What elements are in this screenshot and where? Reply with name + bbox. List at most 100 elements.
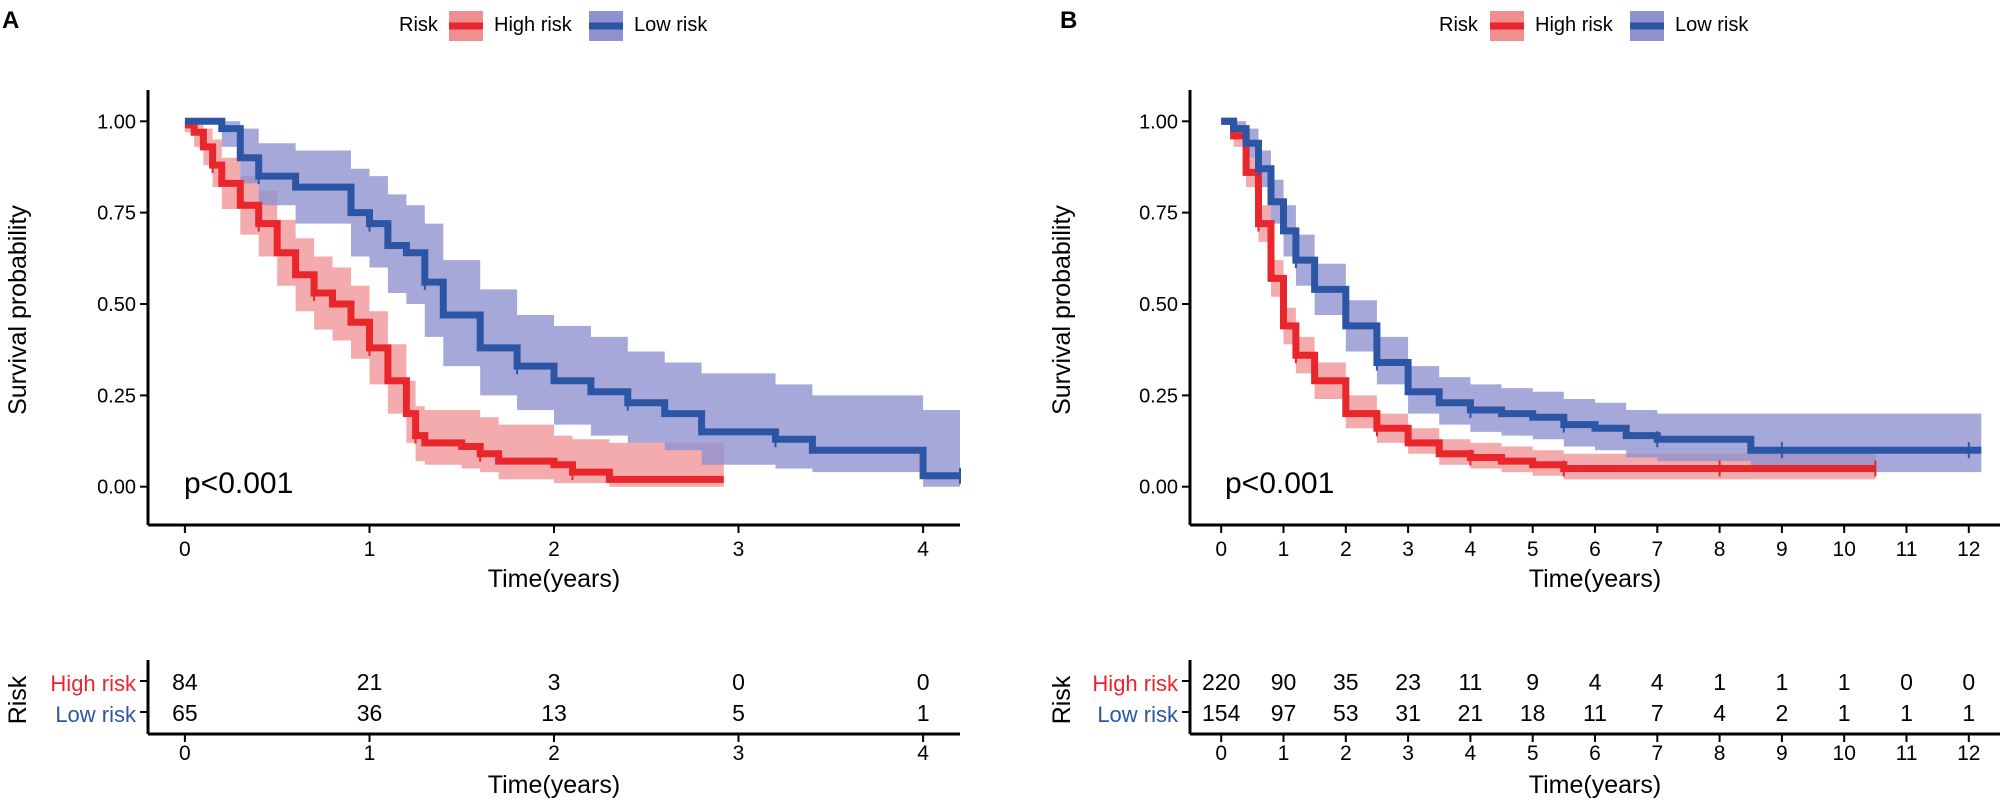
risk-count-high-b: 1 — [1713, 669, 1726, 695]
x-tick-label-b: 4 — [1465, 538, 1477, 561]
risk-count-high-a: 21 — [357, 669, 383, 695]
risk-count-high-b: 35 — [1333, 669, 1359, 695]
x-axis-label-b: Time(years) — [1529, 565, 1661, 593]
y-tick-label-b: 0.75 — [1139, 203, 1178, 225]
risk-count-high-b: 90 — [1271, 669, 1297, 695]
risk-count-low-b: 18 — [1520, 700, 1546, 726]
risk-table-x-tick-label-b: 1 — [1278, 742, 1290, 765]
x-tick-label-a: 0 — [179, 538, 191, 561]
axes-b: 0.000.250.500.751.000 1 2 3 4 5 6 7 8 9 10 11 12 — [1139, 90, 2000, 561]
risk-count-high-b: 220 — [1202, 669, 1240, 695]
x-tick-label-b: 6 — [1589, 538, 1601, 561]
x-tick-label-a: 4 — [917, 538, 929, 561]
risk-count-high-b: 23 — [1395, 669, 1421, 695]
risk-table-title-a: Risk — [4, 675, 32, 724]
risk-table-body-a: 84 21 3 0 0 65 36 13 5 1 0 1 2 3 4 — [140, 660, 960, 765]
y-tick-label-b: 1.00 — [1139, 111, 1178, 133]
panel-a: A Risk High risk Low risk Survival proba… — [2, 7, 961, 799]
survival-line-low-a — [184, 117, 960, 480]
risk-table-x-tick-label-b: 11 — [1896, 742, 1918, 765]
risk-table-a: Risk High risk Low risk Time(years) — [4, 671, 620, 799]
risk-table-x-tick-label-b: 0 — [1215, 742, 1227, 765]
y-tick-label-b: 0.50 — [1139, 294, 1178, 316]
risk-table-x-tick-label-b: 4 — [1465, 742, 1477, 765]
risk-count-low-a: 13 — [541, 700, 567, 726]
x-tick-label-b: 0 — [1215, 538, 1227, 561]
risk-table-x-tick-label-b: 9 — [1776, 742, 1788, 765]
risk-count-low-b: 7 — [1651, 700, 1664, 726]
risk-count-high-b: 0 — [1900, 669, 1913, 695]
y-tick-label-a: 1.00 — [97, 111, 136, 133]
legend-b: Risk High risk Low risk — [1439, 11, 1749, 41]
risk-table-x-tick-label-a: 0 — [179, 742, 191, 765]
x-tick-label-b: 12 — [1957, 538, 1980, 561]
y-tick-label-a: 0.50 — [97, 294, 136, 316]
risk-table-x-tick-label-b: 6 — [1589, 742, 1601, 765]
x-tick-label-a: 2 — [548, 538, 560, 561]
risk-count-low-a: 1 — [917, 700, 930, 726]
survival-line-high-a — [184, 121, 724, 483]
ci-band-low-a — [184, 121, 960, 487]
y-axis-label-a: Survival probability — [4, 205, 32, 415]
x-tick-label-b: 8 — [1714, 538, 1726, 561]
x-tick-label-b: 7 — [1651, 538, 1663, 561]
y-tick-label-a: 0.75 — [97, 203, 136, 225]
risk-table-x-tick-label-b: 3 — [1402, 742, 1414, 765]
risk-count-high-a: 0 — [917, 669, 930, 695]
legend-title-a: Risk — [399, 14, 439, 36]
risk-count-low-b: 53 — [1333, 700, 1359, 726]
x-tick-label-b: 11 — [1896, 538, 1918, 561]
legend-label-high-b: High risk — [1535, 14, 1614, 36]
p-value-a: p<0.001 — [184, 467, 293, 500]
x-tick-label-b: 9 — [1776, 538, 1788, 561]
risk-count-high-b: 4 — [1589, 669, 1602, 695]
risk-count-high-a: 3 — [548, 669, 561, 695]
y-tick-label-b: 0.25 — [1139, 385, 1178, 407]
risk-count-high-b: 11 — [1458, 669, 1482, 695]
risk-count-high-a: 84 — [172, 669, 198, 695]
y-tick-label-a: 0.25 — [97, 385, 136, 407]
ci-band-low-b — [1221, 121, 1982, 473]
risk-count-high-b: 9 — [1526, 669, 1539, 695]
x-tick-label-a: 1 — [364, 538, 376, 561]
risk-count-high-a: 0 — [732, 669, 745, 695]
x-tick-label-b: 3 — [1402, 538, 1414, 561]
risk-count-high-b: 1 — [1838, 669, 1851, 695]
risk-table-b: Risk High risk Low risk Time(years) — [1048, 671, 1661, 799]
risk-table-x-tick-label-a: 4 — [917, 742, 929, 765]
risk-count-low-b: 4 — [1713, 700, 1726, 726]
risk-table-title-b: Risk — [1048, 675, 1076, 724]
x-axis-label-a: Time(years) — [488, 565, 620, 593]
x-tick-label-b: 2 — [1340, 538, 1352, 561]
x-tick-label-b: 1 — [1278, 538, 1290, 561]
risk-count-low-a: 65 — [172, 700, 198, 726]
risk-count-low-b: 1 — [1838, 700, 1851, 726]
risk-table-x-tick-label-b: 8 — [1714, 742, 1726, 765]
risk-count-low-b: 1 — [1962, 700, 1975, 726]
legend-label-low-b: Low risk — [1675, 14, 1749, 36]
x-tick-label-b: 10 — [1833, 538, 1856, 561]
risk-table-x-tick-label-b: 5 — [1527, 742, 1539, 765]
panel-b: B Risk High risk Low risk Survival proba… — [1048, 7, 2000, 799]
legend-title-b: Risk — [1439, 14, 1479, 36]
risk-count-low-b: 11 — [1583, 700, 1607, 726]
plot-area-b — [1221, 117, 1982, 480]
legend-label-low-a: Low risk — [634, 14, 708, 36]
panel-label-a: A — [2, 7, 19, 34]
risk-count-high-b: 1 — [1776, 669, 1789, 695]
risk-count-low-a: 5 — [732, 700, 745, 726]
risk-table-row-label-high-b: High risk — [1092, 671, 1179, 696]
legend-a: Risk High risk Low risk — [399, 11, 708, 41]
x-tick-label-b: 5 — [1527, 538, 1539, 561]
x-tick-label-a: 3 — [733, 538, 745, 561]
risk-count-high-b: 0 — [1962, 669, 1975, 695]
risk-table-x-tick-label-b: 7 — [1651, 742, 1663, 765]
risk-table-x-tick-label-b: 12 — [1957, 742, 1980, 765]
risk-count-low-b: 2 — [1776, 700, 1789, 726]
risk-table-row-label-high-a: High risk — [50, 671, 137, 696]
risk-table-x-tick-label-a: 1 — [364, 742, 376, 765]
risk-count-low-b: 154 — [1202, 700, 1241, 726]
risk-count-low-b: 21 — [1458, 700, 1484, 726]
